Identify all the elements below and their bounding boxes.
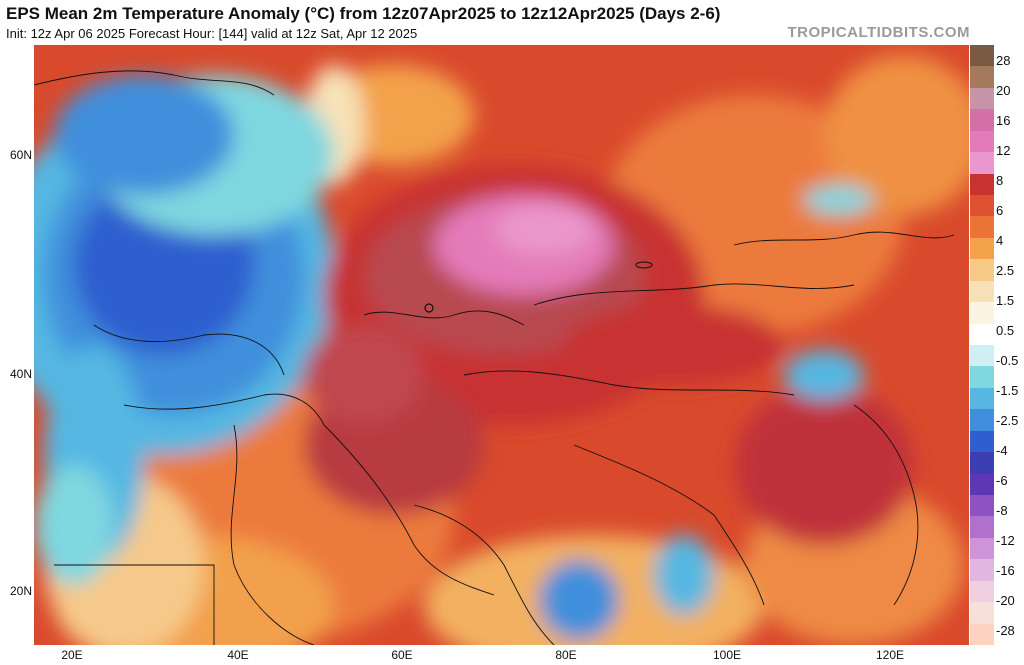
colorbar-label: 0.5	[996, 323, 1015, 338]
colorbar-swatch	[970, 366, 994, 389]
lon-label-20e: 20E	[61, 648, 83, 662]
colorbar-swatch	[970, 302, 994, 325]
colorbar-swatch	[970, 195, 994, 217]
colorbar-label: -6	[996, 473, 1008, 488]
colorbar-swatch	[970, 537, 994, 560]
colorbar-label: -0.5	[996, 353, 1019, 368]
colorbar-swatch	[970, 387, 994, 410]
colorbar-swatch	[970, 602, 994, 625]
lon-label-100e: 100E	[712, 648, 742, 662]
colorbar-swatch	[970, 580, 994, 603]
colorbar-label: 8	[996, 173, 1004, 188]
colorbar-swatch	[970, 430, 994, 453]
colorbar-swatch	[970, 473, 994, 496]
colorbar-swatch	[970, 216, 994, 239]
colorbar-swatch	[970, 516, 994, 539]
colorbar-label: -2.5	[996, 413, 1019, 428]
init-forecast-info: Init: 12z Apr 06 2025 Forecast Hour: [14…	[6, 26, 418, 41]
colorbar-label: -20	[996, 593, 1015, 608]
colorbar-label: 12	[996, 143, 1011, 158]
colorbar-label: 1.5	[996, 293, 1015, 308]
lat-label-60n: 60N	[9, 148, 32, 162]
colorbar-swatch	[970, 409, 994, 432]
chart-title: EPS Mean 2m Temperature Anomaly (°C) fro…	[6, 4, 721, 23]
colorbar-swatch	[970, 280, 994, 303]
colorbar-label: -28	[996, 623, 1015, 638]
colorbar-label: 6	[996, 203, 1004, 218]
colorbar-swatch	[970, 323, 994, 346]
colorbar-label: -8	[996, 503, 1008, 518]
map-canvas	[34, 45, 969, 645]
colorbar-swatch	[970, 173, 994, 196]
colorbar-swatch	[970, 559, 994, 582]
colorbar-label: 16	[996, 113, 1011, 128]
colorbar-swatch	[970, 130, 994, 153]
colorbar-swatch	[970, 152, 994, 175]
lat-label-20n: 20N	[9, 584, 32, 598]
brand-watermark: TROPICALTIDBITS.COM	[787, 24, 970, 41]
colorbar-swatch	[970, 237, 994, 260]
colorbar-label: 4	[996, 233, 1004, 248]
colorbar-swatch	[970, 452, 994, 475]
colorbar-swatch	[970, 623, 994, 646]
colorbar-swatch	[970, 345, 994, 367]
colorbar-label: -12	[996, 533, 1015, 548]
colorbar-swatch	[970, 87, 994, 110]
lon-label-40e: 40E	[227, 648, 249, 662]
lon-label-120e: 120E	[875, 648, 905, 662]
colorbar-swatch	[970, 66, 994, 89]
colorbar-label: 28	[996, 53, 1011, 68]
colorbar-label: 2.5	[996, 263, 1015, 278]
colorbar-swatch	[970, 45, 994, 67]
lon-label-80e: 80E	[555, 648, 577, 662]
temperature-colorbar	[970, 45, 994, 646]
colorbar-swatch	[970, 259, 994, 282]
lat-label-40n: 40N	[9, 367, 32, 381]
colorbar-label: -1.5	[996, 383, 1019, 398]
colorbar-swatch	[970, 109, 994, 132]
lon-label-60e: 60E	[391, 648, 413, 662]
colorbar-label: 20	[996, 83, 1011, 98]
colorbar-label: -4	[996, 443, 1008, 458]
colorbar-swatch	[970, 495, 994, 517]
colorbar-label: -16	[996, 563, 1015, 578]
temperature-anomaly-map	[34, 45, 969, 645]
